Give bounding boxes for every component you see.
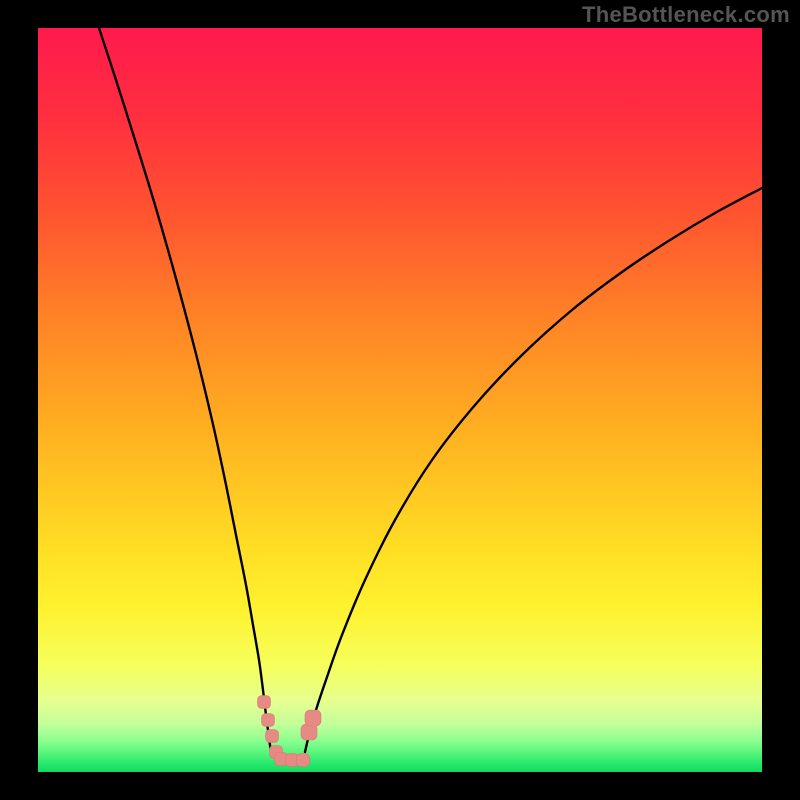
bottleneck-chart <box>0 0 800 800</box>
marker-point <box>266 730 279 743</box>
marker-point <box>258 696 271 709</box>
marker-point <box>301 724 317 740</box>
marker-point <box>305 710 321 726</box>
watermark-text: TheBottleneck.com <box>582 2 790 28</box>
marker-point <box>262 714 275 727</box>
chart-gradient-background <box>38 28 762 772</box>
marker-point <box>297 754 310 767</box>
